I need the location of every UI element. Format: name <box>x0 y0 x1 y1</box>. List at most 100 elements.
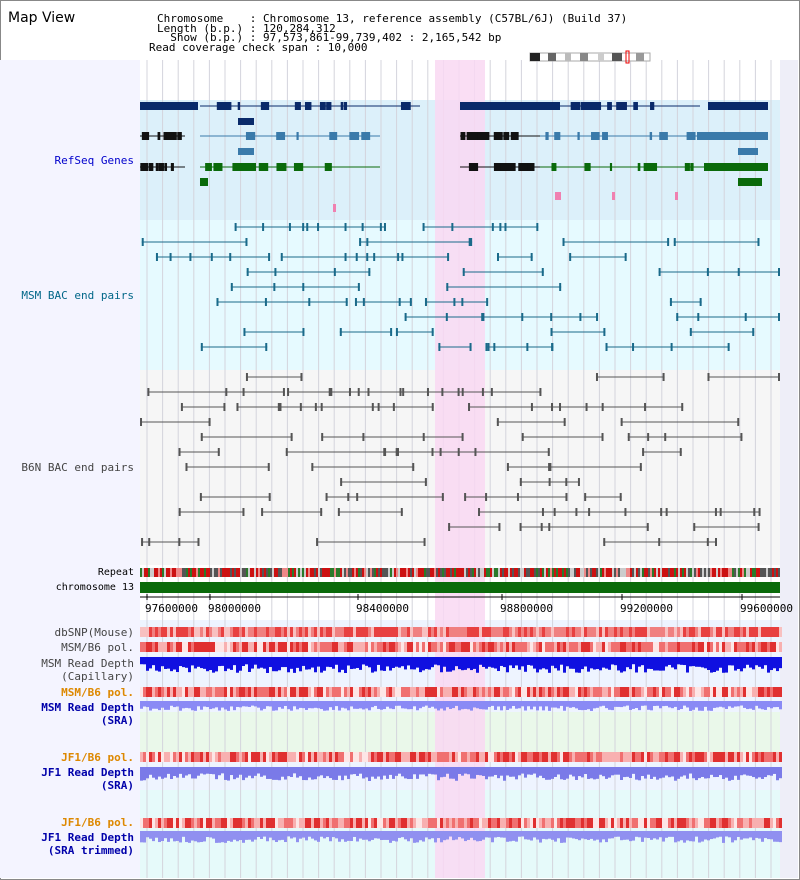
read-depth-bar <box>458 657 461 670</box>
read-depth-bar <box>701 767 704 777</box>
polymorphism-mark <box>677 642 680 652</box>
repeat-mark <box>664 568 666 577</box>
bac-end <box>603 538 606 546</box>
track-label-b6n-bac[interactable]: B6N BAC end pairs <box>21 461 134 474</box>
repeat-mark <box>766 568 768 577</box>
polymorphism-mark <box>593 752 596 762</box>
polymorphism-mark <box>224 642 227 652</box>
read-depth-bar <box>293 767 296 774</box>
read-depth-bar <box>371 831 374 840</box>
gene-exon <box>170 163 174 171</box>
read-depth-bar <box>677 657 680 665</box>
repeat-mark <box>192 568 194 577</box>
read-depth-bar <box>539 767 542 776</box>
polymorphism-mark <box>332 687 335 697</box>
read-depth-bar <box>227 831 230 841</box>
polymorphism-mark <box>314 818 317 828</box>
read-depth-bar <box>203 831 206 842</box>
read-depth-bar <box>296 767 299 778</box>
repeat-mark <box>258 568 260 577</box>
repeat-mark <box>412 568 414 577</box>
repeat-mark <box>196 568 198 577</box>
repeat-mark <box>522 568 524 577</box>
read-depth-bar <box>500 701 503 711</box>
polymorphism-mark <box>365 687 368 697</box>
read-depth-bar <box>293 701 296 707</box>
bac-end <box>141 238 144 246</box>
read-depth-bar <box>620 657 623 673</box>
repeat-mark <box>524 568 526 577</box>
bac-end <box>242 508 245 516</box>
axis-tick-label: 99600000 <box>740 602 793 615</box>
read-depth-bar <box>233 657 236 666</box>
polymorphism-mark <box>395 818 398 828</box>
polymorphism-mark <box>488 752 491 762</box>
bac-end <box>603 328 606 336</box>
polymorphism-mark <box>698 818 701 828</box>
polymorphism-mark <box>764 752 767 762</box>
read-depth-bar <box>167 657 170 669</box>
polymorphism-mark <box>695 818 698 828</box>
polymorphism-mark <box>572 818 575 828</box>
read-depth-bar <box>395 767 398 776</box>
polymorphism-mark <box>428 627 431 637</box>
read-depth-bar <box>542 701 545 711</box>
read-depth-bar <box>428 831 431 840</box>
repeat-mark <box>320 568 322 577</box>
polymorphism-mark <box>257 687 260 697</box>
read-depth-bar <box>209 657 212 671</box>
polymorphism-mark <box>449 752 452 762</box>
polymorphism-mark <box>218 818 221 828</box>
read-depth-bar <box>575 831 578 840</box>
repeat-mark <box>150 568 152 577</box>
polymorphism-mark <box>524 818 527 828</box>
gene-exon <box>616 102 623 110</box>
bac-end <box>447 253 450 261</box>
polymorphism-mark <box>515 752 518 762</box>
polymorphism-mark <box>704 642 707 652</box>
read-depth-bar <box>299 767 302 777</box>
read-depth-bar <box>737 657 740 669</box>
bac-end <box>424 478 427 486</box>
read-depth-bar <box>587 767 590 779</box>
read-depth-bar <box>734 701 737 707</box>
read-depth-bar <box>524 701 527 711</box>
read-depth-bar <box>605 767 608 779</box>
read-depth-bar <box>467 831 470 840</box>
polymorphism-mark <box>644 642 647 652</box>
read-depth-bar <box>608 767 611 778</box>
polymorphism-mark <box>170 818 173 828</box>
repeat-mark <box>586 568 588 577</box>
polymorphism-mark <box>743 818 746 828</box>
polymorphism-mark <box>551 818 554 828</box>
read-depth-bar <box>482 657 485 667</box>
bac-end <box>530 403 533 411</box>
polymorphism-mark <box>446 687 449 697</box>
repeat-mark <box>190 568 192 577</box>
polymorphism-mark <box>173 642 176 652</box>
track-label-msm-bac[interactable]: MSM BAC end pairs <box>21 289 134 302</box>
polymorphism-mark <box>584 687 587 697</box>
polymorphism-mark <box>293 627 296 637</box>
polymorphism-mark <box>230 752 233 762</box>
polymorphism-mark <box>689 687 692 697</box>
polymorphism-mark <box>467 818 470 828</box>
polymorphism-mark <box>371 752 374 762</box>
polymorphism-mark <box>770 642 773 652</box>
repeat-mark <box>362 568 364 577</box>
bac-end <box>277 403 280 411</box>
axis-tick-label: 97600000 <box>145 602 198 615</box>
polymorphism-mark <box>632 687 635 697</box>
polymorphism-mark <box>644 818 647 828</box>
read-depth-bar <box>695 657 698 667</box>
polymorphism-mark <box>362 642 365 652</box>
polymorphism-mark <box>164 818 167 828</box>
polymorphism-mark <box>428 752 431 762</box>
read-depth-bar <box>212 657 215 673</box>
polymorphism-mark <box>692 752 695 762</box>
polymorphism-mark <box>662 752 665 762</box>
track-label-refseq[interactable]: RefSeq Genes <box>54 154 134 167</box>
polymorphism-mark <box>536 627 539 637</box>
read-depth-bar <box>515 657 518 666</box>
